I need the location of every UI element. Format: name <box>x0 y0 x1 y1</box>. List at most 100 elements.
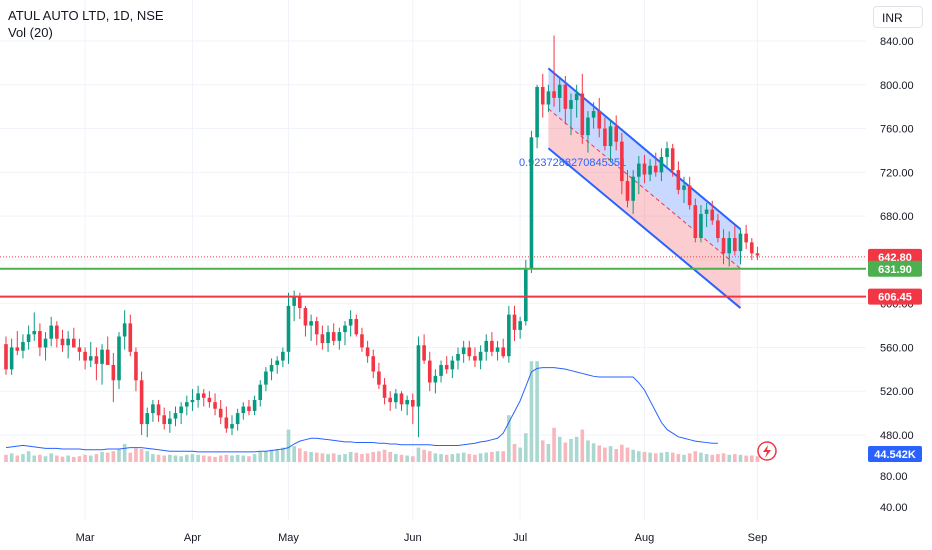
candle <box>365 340 370 363</box>
candle-body <box>94 356 99 364</box>
volume-bar <box>168 454 172 462</box>
volume-bar <box>281 447 285 462</box>
candle <box>721 229 726 265</box>
candle <box>303 305 308 337</box>
candle <box>512 305 517 341</box>
price-tick-label: 800.00 <box>880 80 914 92</box>
volume-bar <box>670 452 675 462</box>
candle-body <box>43 338 48 348</box>
candle <box>281 347 285 368</box>
candle-body <box>450 360 455 370</box>
volume-bar <box>365 453 370 462</box>
volume-bar <box>620 444 624 462</box>
volume-bar <box>139 449 144 462</box>
candle-body <box>388 397 392 403</box>
candles <box>4 35 760 438</box>
month-label: May <box>278 532 299 544</box>
currency-button[interactable]: INR <box>873 6 923 28</box>
volume-bar <box>258 451 263 462</box>
volume-bar <box>9 453 14 462</box>
candle-body <box>495 347 500 352</box>
volume-bar <box>145 451 150 462</box>
lightning-icon[interactable] <box>757 441 777 461</box>
candle <box>348 310 353 337</box>
candle-body <box>9 347 14 370</box>
volume-bars <box>4 361 760 462</box>
candle-body <box>77 347 82 352</box>
volume-bar <box>122 444 127 462</box>
price-tick-label: 560.00 <box>880 342 914 354</box>
volume-bar <box>693 451 698 462</box>
volume-value-tag-text: 44.542K <box>874 449 916 461</box>
candle <box>574 84 579 118</box>
volume-bar <box>94 454 99 462</box>
candle <box>490 332 494 357</box>
candle <box>264 367 268 392</box>
volume-value-tag-bg <box>868 446 922 462</box>
volume-bar <box>354 452 359 462</box>
candle-body <box>484 340 489 352</box>
volume-bar <box>128 452 133 462</box>
volume-bar <box>648 452 652 462</box>
candle <box>693 198 698 243</box>
candle <box>55 321 59 348</box>
volume-bar <box>642 451 647 462</box>
candle-body <box>365 347 370 357</box>
candle-body <box>88 356 93 361</box>
candle-body <box>83 351 87 361</box>
candle <box>83 347 87 370</box>
volume-bar <box>343 454 347 462</box>
volume-bar <box>377 451 381 462</box>
volume-bar <box>190 454 195 462</box>
volume-bar <box>388 451 392 462</box>
candle <box>4 336 8 375</box>
volume-bar <box>314 452 319 462</box>
candle-body <box>586 117 590 136</box>
volume-bar <box>557 436 562 462</box>
candle-body <box>100 349 104 364</box>
volume-bar <box>721 453 726 462</box>
volume-bar <box>699 452 703 462</box>
candle <box>467 340 472 361</box>
volume-bar <box>495 451 500 462</box>
candle-body <box>648 165 652 175</box>
candle <box>394 389 398 409</box>
volume-bar <box>591 443 596 462</box>
candle <box>716 213 720 243</box>
candle <box>168 410 172 433</box>
candle-body <box>66 338 70 346</box>
candle-body <box>727 238 731 254</box>
volume-bar <box>235 454 240 462</box>
volume-bar <box>38 454 42 462</box>
candle-body <box>264 371 268 385</box>
candle-body <box>710 209 715 221</box>
candle-body <box>32 331 37 335</box>
volume-bar <box>665 451 669 462</box>
candle-body <box>173 413 178 419</box>
line-price-tag: 631.90 <box>868 260 922 277</box>
volume-bar <box>540 440 545 462</box>
candle <box>546 84 551 113</box>
volume-bar <box>269 449 274 462</box>
candle-body <box>416 345 421 407</box>
volume-bar <box>275 449 279 462</box>
volume-bar <box>331 453 336 462</box>
candle <box>478 345 483 370</box>
volume-bar <box>298 448 302 462</box>
candle <box>461 340 466 363</box>
candle-body <box>38 331 42 348</box>
candle-body <box>21 341 25 351</box>
volume-bar <box>755 456 760 462</box>
volume-indicator-label[interactable]: Vol (20) <box>8 25 53 40</box>
candle-body <box>348 318 353 326</box>
volume-bar <box>546 444 551 462</box>
candle-body <box>252 399 257 411</box>
candle <box>529 130 534 274</box>
volume-bar <box>26 451 31 462</box>
candle-body <box>377 371 381 385</box>
candle-body <box>552 91 556 98</box>
candle-body <box>382 384 387 398</box>
candle-body <box>4 344 8 370</box>
